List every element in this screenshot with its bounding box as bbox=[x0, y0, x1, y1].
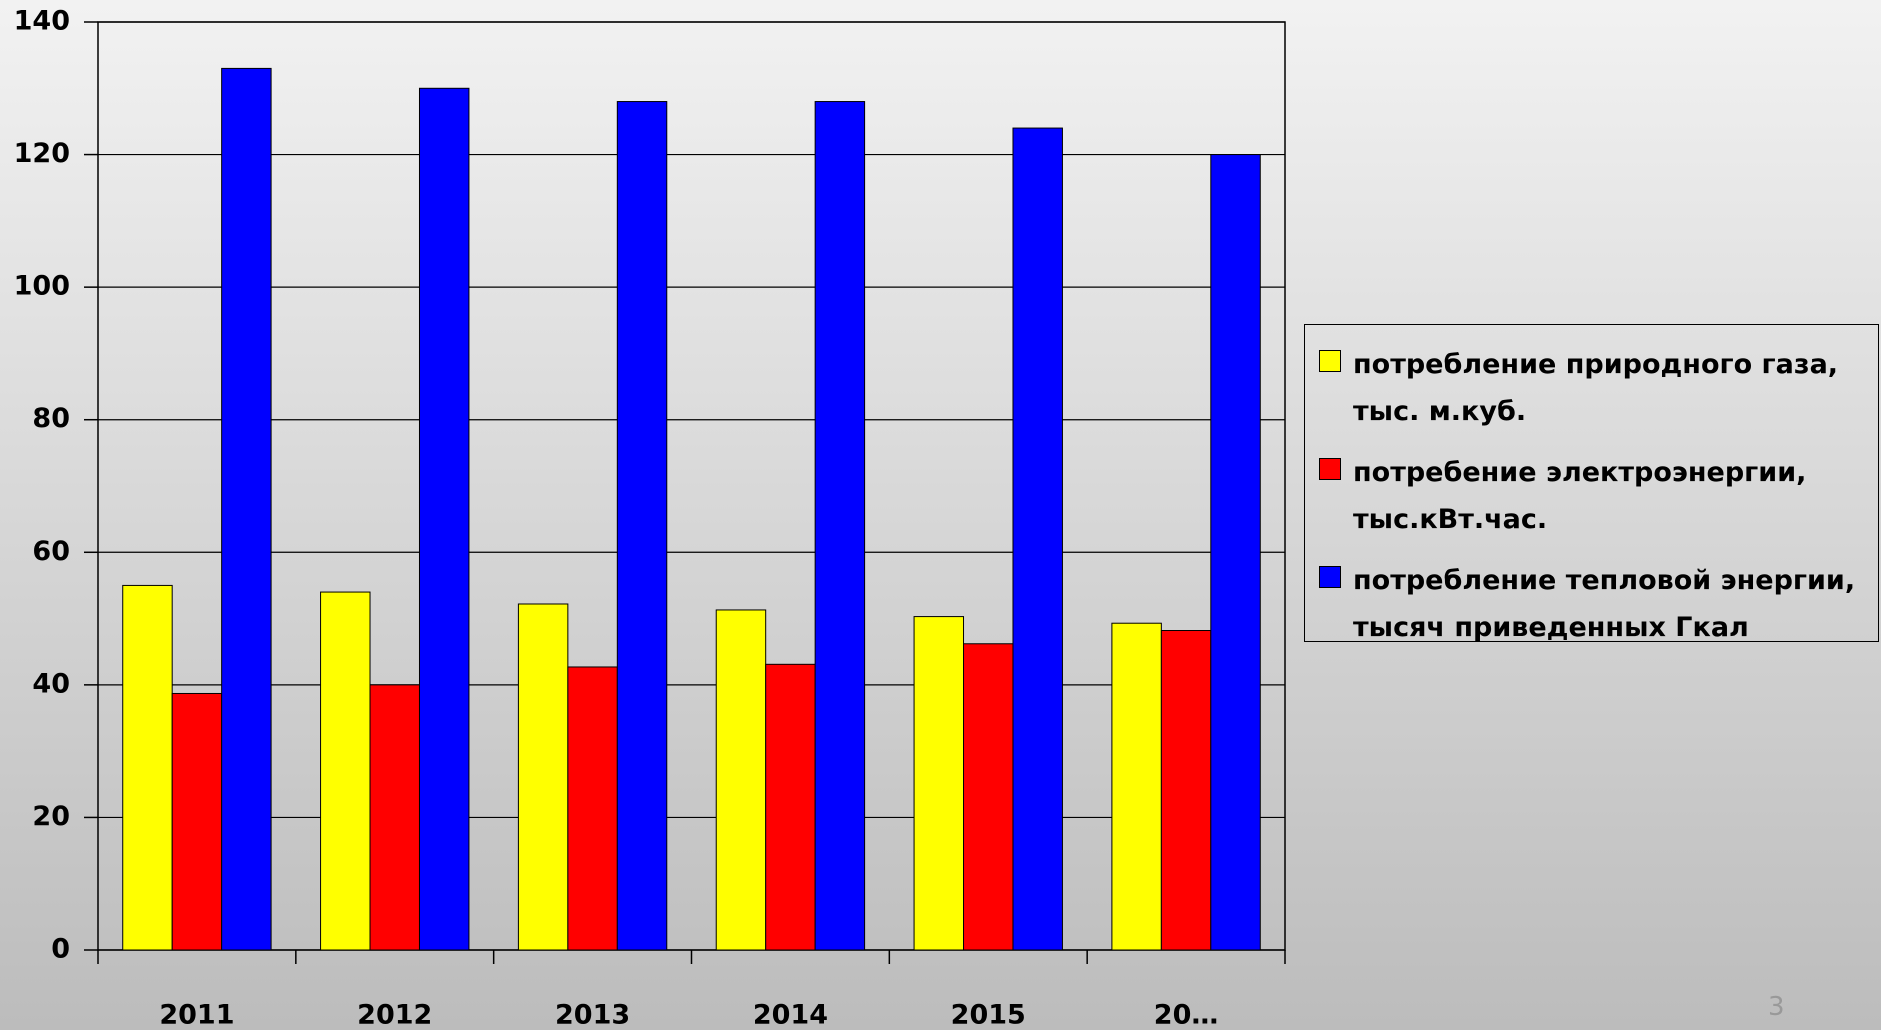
plot-border bbox=[97, 21, 1286, 951]
legend-swatch bbox=[1319, 566, 1341, 588]
y-tick-label: 120 bbox=[14, 138, 70, 169]
bar bbox=[171, 692, 223, 951]
bar bbox=[913, 616, 965, 951]
bar bbox=[567, 666, 618, 951]
legend: потребление природного газа, тыс. м.куб.… bbox=[1304, 324, 1879, 643]
x-tick-label: 2014 bbox=[753, 1000, 828, 1030]
x-tick-label: 2011 bbox=[159, 1000, 234, 1030]
bar bbox=[715, 609, 767, 951]
y-tick-label: 20 bbox=[32, 801, 70, 832]
bar bbox=[517, 603, 569, 951]
bar bbox=[320, 591, 371, 951]
legend-swatch bbox=[1319, 458, 1341, 480]
y-tick-label: 60 bbox=[32, 536, 70, 567]
slide-number: 3 bbox=[1768, 992, 1785, 1022]
y-tick-label: 140 bbox=[14, 6, 70, 37]
bar bbox=[1160, 630, 1212, 951]
legend-entry: потребление тепловой энергии, тысяч прив… bbox=[1319, 557, 1878, 651]
bar bbox=[1210, 154, 1261, 951]
x-tick-label: 20… bbox=[1154, 1000, 1219, 1030]
legend-entry: потребение электроэнергии, тыс.кВт.час. bbox=[1319, 449, 1878, 543]
bar bbox=[122, 584, 173, 951]
y-tick-label: 40 bbox=[32, 668, 70, 699]
legend-label: потребление природного газа, тыс. м.куб. bbox=[1353, 349, 1839, 427]
legend-label: потребление тепловой энергии, тысяч прив… bbox=[1353, 565, 1856, 643]
bar bbox=[765, 663, 816, 951]
legend-swatch bbox=[1319, 350, 1341, 372]
bar bbox=[963, 643, 1014, 951]
bar bbox=[814, 101, 866, 951]
legend-label: потребение электроэнергии, тыс.кВт.час. bbox=[1353, 457, 1807, 535]
bar bbox=[616, 101, 668, 951]
bar bbox=[1111, 622, 1162, 951]
bar bbox=[418, 87, 470, 951]
y-tick-label: 100 bbox=[14, 271, 70, 302]
y-tick-label: 80 bbox=[32, 403, 70, 434]
y-tick-label: 0 bbox=[51, 934, 70, 965]
bar bbox=[369, 684, 420, 951]
x-tick-label: 2013 bbox=[555, 1000, 630, 1030]
bar bbox=[221, 67, 272, 951]
x-tick-label: 2012 bbox=[357, 1000, 432, 1030]
bar bbox=[1012, 127, 1063, 951]
x-tick-label: 2015 bbox=[951, 1000, 1026, 1030]
legend-entry: потребление природного газа, тыс. м.куб. bbox=[1319, 341, 1878, 435]
